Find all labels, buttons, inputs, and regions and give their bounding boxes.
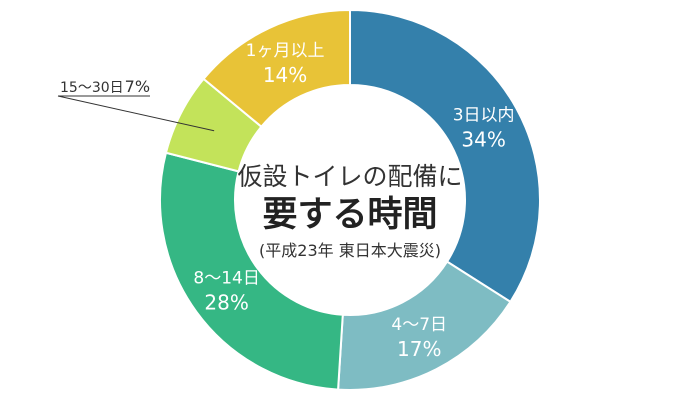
slice-label-0: 3日以内 — [453, 106, 515, 126]
donut-slices — [159, 8, 541, 391]
small-slice-name: 15～30日 — [60, 80, 124, 96]
slice-value-4: 14% — [263, 63, 307, 87]
center-title-line2: 要する時間 — [262, 195, 437, 235]
center-subtitle: (平成23年 東日本大震災) — [259, 241, 441, 260]
small-slice-value: 7% — [125, 77, 150, 96]
slice-4 — [202, 8, 351, 129]
slice-label-2: 8～14日 — [193, 269, 259, 289]
slice-value-0: 34% — [461, 128, 505, 152]
slice-0 — [349, 8, 541, 304]
slice-label-1: 4～7日 — [391, 315, 447, 335]
slice-value-2: 28% — [204, 291, 248, 315]
slice-label-4: 1ヶ月以上 — [246, 41, 325, 61]
slice-2 — [159, 151, 344, 391]
small-slice-label: 15～30日7% — [60, 77, 150, 96]
center-title-line1: 仮設トイレの配備に — [237, 162, 462, 191]
slice-value-1: 17% — [397, 337, 441, 361]
leader-line — [57, 95, 215, 132]
